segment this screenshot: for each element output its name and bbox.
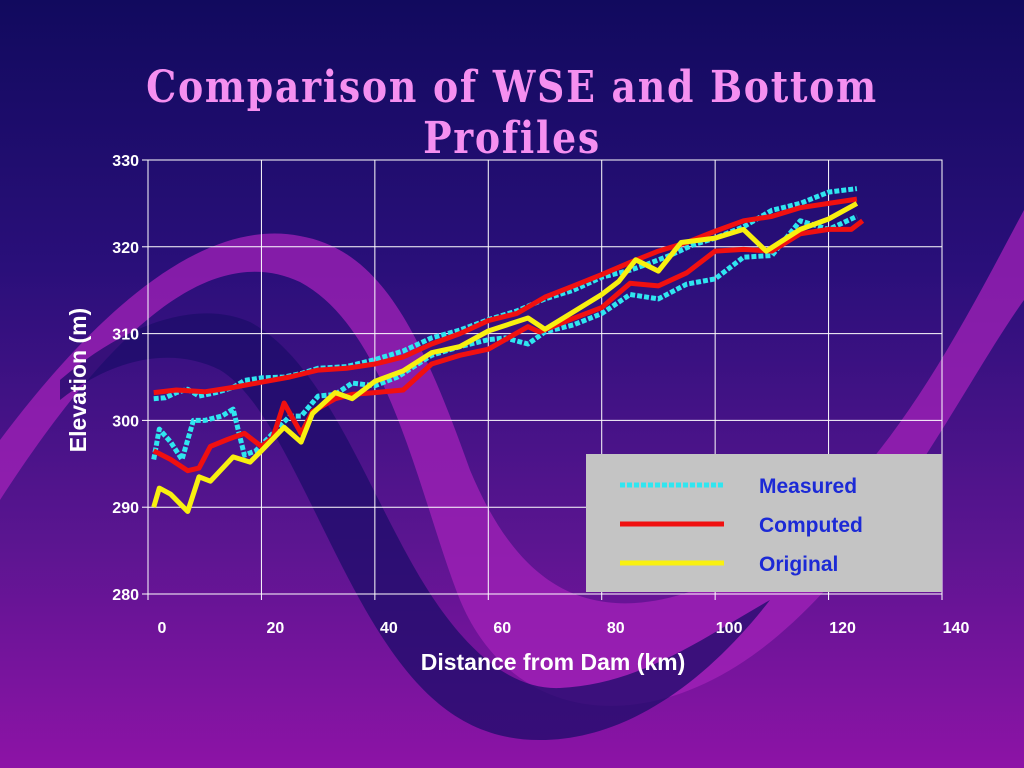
- y-tick-label: 330: [112, 153, 139, 170]
- legend-label-measured: Measured: [759, 475, 857, 498]
- y-tick-label: 290: [112, 500, 139, 517]
- series-line-computed: [152, 218, 865, 474]
- slide-title: Comparison of WSE and Bottom Profiles: [146, 62, 878, 164]
- background-wave-dark: [60, 313, 770, 740]
- x-tick-label: 0: [158, 620, 167, 637]
- x-tick-label: 20: [267, 620, 285, 637]
- x-tick-label: 140: [943, 620, 970, 637]
- legend-label-original: Original: [759, 553, 838, 576]
- x-tick-label: 80: [607, 620, 625, 637]
- series-line-original: [151, 201, 859, 514]
- x-tick-label: 120: [829, 620, 856, 637]
- y-tick-label: 300: [112, 413, 139, 430]
- chart-ticks: 280 290 300 310 320 330 0 20 40 60 80 100 120 140: [112, 153, 969, 637]
- series-line-measured: [151, 214, 858, 462]
- y-tick-label: 320: [112, 240, 139, 257]
- y-axis-title: Elevation (m): [65, 308, 91, 452]
- x-tick-label: 100: [716, 620, 743, 637]
- x-tick-label: 60: [493, 620, 511, 637]
- x-tick-label: 40: [380, 620, 398, 637]
- x-axis-title: Distance from Dam (km): [421, 649, 686, 675]
- legend-label-computed: Computed: [759, 514, 863, 537]
- series-line-computed: [153, 196, 858, 396]
- y-tick-label: 280: [112, 587, 139, 604]
- y-tick-label: 310: [112, 327, 139, 344]
- chart-series: [151, 186, 865, 514]
- chart-legend: Measured Computed Original: [586, 454, 942, 592]
